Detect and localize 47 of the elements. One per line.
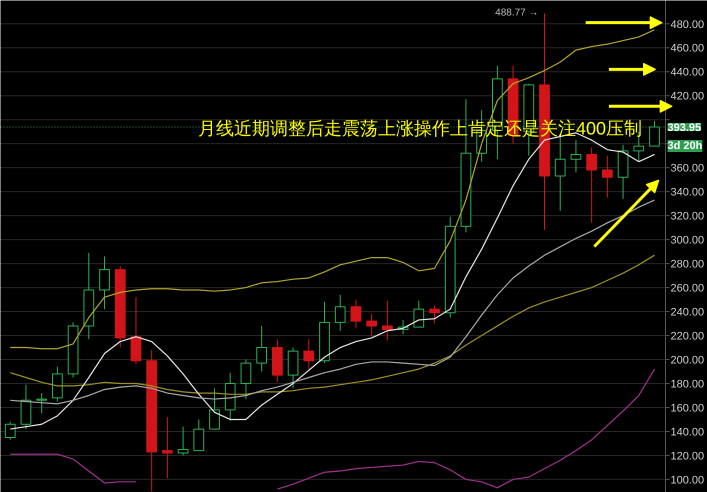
y-tick-label: 340.00 bbox=[670, 186, 704, 199]
y-tick-label: 100.00 bbox=[670, 474, 704, 486]
y-tick-label: 280.00 bbox=[670, 258, 704, 271]
candlestick bbox=[162, 416, 173, 479]
y-tick-label: 260.00 bbox=[670, 282, 704, 295]
candlestick bbox=[256, 325, 268, 372]
candlestick bbox=[382, 300, 393, 341]
y-tick-label: 320.00 bbox=[670, 210, 704, 223]
ref-line-label: 393.95 bbox=[668, 122, 702, 134]
y-tick-label: 160.00 bbox=[670, 402, 704, 414]
y-tick-label: 240.00 bbox=[670, 306, 704, 319]
y-tick-label: 200.00 bbox=[670, 354, 704, 367]
candlestick bbox=[350, 299, 362, 329]
y-tick-label: 360.00 bbox=[670, 162, 704, 175]
candlestick bbox=[413, 300, 424, 328]
text: 3d 20h bbox=[668, 140, 703, 152]
y-tick-label: 220.00 bbox=[670, 330, 704, 343]
candlestick bbox=[178, 426, 188, 456]
candlestick bbox=[52, 366, 63, 402]
candlestick bbox=[288, 347, 298, 389]
line-series bbox=[10, 254, 656, 395]
candlestick bbox=[649, 120, 660, 147]
candlestick bbox=[130, 296, 142, 365]
candlestick bbox=[4, 421, 16, 440]
candlestick bbox=[334, 294, 346, 332]
candlestick bbox=[99, 256, 110, 310]
candlestick bbox=[303, 338, 314, 370]
annotation: 488.77 → bbox=[495, 8, 539, 19]
candlestick bbox=[209, 388, 220, 430]
y-tick-label: 180.00 bbox=[670, 378, 704, 390]
candlestick bbox=[570, 140, 582, 173]
y-tick-label: 300.00 bbox=[670, 234, 704, 247]
candlestick bbox=[193, 418, 204, 452]
y-tick-label: 420.00 bbox=[670, 90, 704, 103]
y-tick-label: 460.00 bbox=[670, 42, 704, 55]
y-tick-label: 140.00 bbox=[670, 426, 704, 438]
candlestick bbox=[20, 384, 32, 430]
candlestick bbox=[366, 313, 378, 338]
y-tick-label: 440.00 bbox=[670, 66, 704, 79]
candlestick bbox=[36, 392, 48, 414]
candlestick bbox=[240, 359, 252, 400]
candlestick bbox=[602, 155, 613, 198]
y-tick-label: 480.00 bbox=[670, 18, 704, 31]
y-tick-label: 120.00 bbox=[670, 450, 704, 462]
line-series bbox=[10, 199, 656, 404]
candlestick bbox=[586, 146, 598, 224]
candlestick bbox=[429, 305, 440, 324]
